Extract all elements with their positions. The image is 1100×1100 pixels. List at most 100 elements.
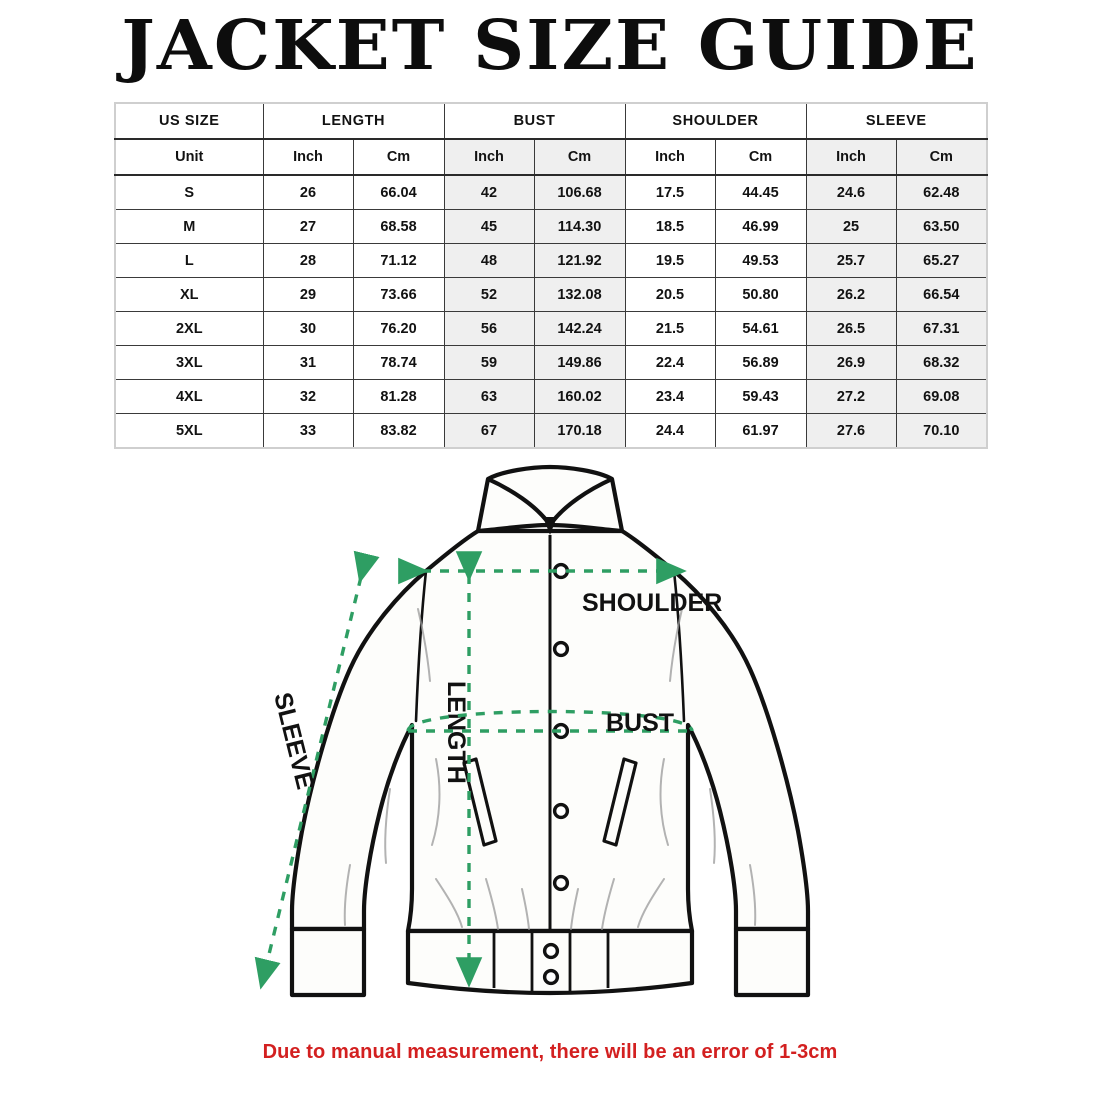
cell-shoulder-in: 21.5 xyxy=(624,311,716,346)
jacket-collar xyxy=(475,464,625,535)
cell-sleeve-cm: 67.31 xyxy=(895,311,988,346)
cell-size: 3XL xyxy=(114,345,264,380)
measure-line-bust xyxy=(406,709,694,733)
size-chart-table: US SIZE LENGTH BUST SHOULDER SLEEVE Unit… xyxy=(114,102,989,449)
cell-sleeve-cm: 65.27 xyxy=(895,243,988,278)
cell-sleeve-cm: 62.48 xyxy=(895,174,988,210)
cell-bust-in: 48 xyxy=(443,243,535,278)
col-group-shoulder: SHOULDER xyxy=(624,102,807,140)
cell-sleeve-cm: 66.54 xyxy=(895,277,988,312)
cell-length-in: 27 xyxy=(262,209,354,244)
cell-sleeve-in: 26.5 xyxy=(805,311,897,346)
cell-shoulder-in: 18.5 xyxy=(624,209,716,244)
jacket-diagram: SHOULDER LENGTH BUST SLEEVE xyxy=(0,459,1100,1039)
cell-length-cm: 83.82 xyxy=(352,413,445,449)
cell-shoulder-in: 19.5 xyxy=(624,243,716,278)
cell-length-cm: 71.12 xyxy=(352,243,445,278)
cell-shoulder-in: 23.4 xyxy=(624,379,716,414)
cell-length-cm: 76.20 xyxy=(352,311,445,346)
size-table-container: US SIZE LENGTH BUST SHOULDER SLEEVE Unit… xyxy=(114,102,989,449)
cell-shoulder-in: 20.5 xyxy=(624,277,716,312)
cell-size: S xyxy=(114,174,264,210)
cell-length-in: 28 xyxy=(262,243,354,278)
cell-bust-cm: 121.92 xyxy=(533,243,626,278)
col-group-sleeve: SLEEVE xyxy=(805,102,988,140)
cell-size: 4XL xyxy=(114,379,264,414)
cell-bust-in: 42 xyxy=(443,174,535,210)
cell-length-in: 29 xyxy=(262,277,354,312)
cell-shoulder-cm: 61.97 xyxy=(714,413,807,449)
unit-label: Unit xyxy=(114,138,264,176)
cell-shoulder-cm: 44.45 xyxy=(714,174,807,210)
cell-shoulder-cm: 50.80 xyxy=(714,277,807,312)
jacket-waistband-snaps xyxy=(542,942,560,986)
cell-shoulder-cm: 54.61 xyxy=(714,311,807,346)
cell-length-cm: 66.04 xyxy=(352,174,445,210)
cell-length-in: 32 xyxy=(262,379,354,414)
col-group-us-size: US SIZE xyxy=(114,102,264,140)
label-shoulder: SHOULDER xyxy=(582,589,722,617)
cell-bust-cm: 149.86 xyxy=(533,345,626,380)
cell-length-in: 26 xyxy=(262,174,354,210)
jacket-waistband-panels xyxy=(492,932,610,991)
cell-sleeve-cm: 63.50 xyxy=(895,209,988,244)
cell-shoulder-cm: 46.99 xyxy=(714,209,807,244)
unit-shoulder-cm: Cm xyxy=(714,138,807,176)
table-unit-header-row: Unit Inch Cm Inch Cm Inch Cm Inch Cm xyxy=(114,138,988,176)
cell-length-in: 30 xyxy=(262,311,354,346)
cell-sleeve-cm: 70.10 xyxy=(895,413,988,449)
cell-sleeve-in: 27.6 xyxy=(805,413,897,449)
col-group-bust: BUST xyxy=(443,102,626,140)
cell-sleeve-cm: 69.08 xyxy=(895,379,988,414)
measurement-disclaimer: Due to manual measurement, there will be… xyxy=(262,1041,838,1063)
cell-size: 5XL xyxy=(114,413,264,449)
cell-length-in: 33 xyxy=(262,413,354,449)
table-row: 3XL 31 78.74 59 149.86 22.4 56.89 26.9 68.32 xyxy=(114,345,988,380)
cell-bust-in: 45 xyxy=(443,209,535,244)
cell-shoulder-in: 24.4 xyxy=(624,413,716,449)
cell-sleeve-in: 24.6 xyxy=(805,174,897,210)
cell-sleeve-in: 27.2 xyxy=(805,379,897,414)
table-row: S 26 66.04 42 106.68 17.5 44.45 24.6 62.48 xyxy=(114,174,988,210)
cell-shoulder-cm: 59.43 xyxy=(714,379,807,414)
label-sleeve: SLEEVE xyxy=(268,690,319,792)
table-row: M 27 68.58 45 114.30 18.5 46.99 25 63.50 xyxy=(114,209,988,244)
table-row: 5XL 33 83.82 67 170.18 24.4 61.97 27.6 70.10 xyxy=(114,413,988,449)
title-bar: JACKET SIZE GUIDE xyxy=(0,0,1100,80)
cell-size: L xyxy=(114,243,264,278)
cell-bust-cm: 114.30 xyxy=(533,209,626,244)
jacket-fabric-wrinkles xyxy=(343,608,757,930)
unit-bust-inch: Inch xyxy=(443,138,535,176)
cell-sleeve-in: 25.7 xyxy=(805,243,897,278)
unit-length-inch: Inch xyxy=(262,138,354,176)
page-title: JACKET SIZE GUIDE xyxy=(121,6,979,86)
cell-bust-cm: 160.02 xyxy=(533,379,626,414)
cell-shoulder-cm: 49.53 xyxy=(714,243,807,278)
cell-sleeve-in: 26.9 xyxy=(805,345,897,380)
cell-bust-in: 63 xyxy=(443,379,535,414)
table-body: S 26 66.04 42 106.68 17.5 44.45 24.6 62.48 M 27 68.… xyxy=(114,174,988,449)
cell-bust-cm: 170.18 xyxy=(533,413,626,449)
cell-length-cm: 68.58 xyxy=(352,209,445,244)
cell-shoulder-in: 17.5 xyxy=(624,174,716,210)
cell-bust-in: 59 xyxy=(443,345,535,380)
cell-size: M xyxy=(114,209,264,244)
cell-bust-in: 67 xyxy=(443,413,535,449)
cell-shoulder-in: 22.4 xyxy=(624,345,716,380)
table-row: L 28 71.12 48 121.92 19.5 49.53 25.7 65.27 xyxy=(114,243,988,278)
unit-bust-cm: Cm xyxy=(533,138,626,176)
cell-length-in: 31 xyxy=(262,345,354,380)
cell-bust-in: 52 xyxy=(443,277,535,312)
table-group-header-row: US SIZE LENGTH BUST SHOULDER SLEEVE xyxy=(114,102,988,140)
unit-sleeve-inch: Inch xyxy=(805,138,897,176)
col-group-length: LENGTH xyxy=(262,102,445,140)
table-head: US SIZE LENGTH BUST SHOULDER SLEEVE Unit… xyxy=(114,102,988,176)
unit-shoulder-inch: Inch xyxy=(624,138,716,176)
cell-bust-cm: 106.68 xyxy=(533,174,626,210)
jacket-illustration: SHOULDER LENGTH BUST SLEEVE xyxy=(254,464,811,998)
cell-sleeve-in: 26.2 xyxy=(805,277,897,312)
cell-sleeve-cm: 68.32 xyxy=(895,345,988,380)
table-row: 2XL 30 76.20 56 142.24 21.5 54.61 26.5 67.31 xyxy=(114,311,988,346)
jacket-shoulder-seams xyxy=(414,569,686,723)
table-row: 4XL 32 81.28 63 160.02 23.4 59.43 27.2 69.08 xyxy=(114,379,988,414)
